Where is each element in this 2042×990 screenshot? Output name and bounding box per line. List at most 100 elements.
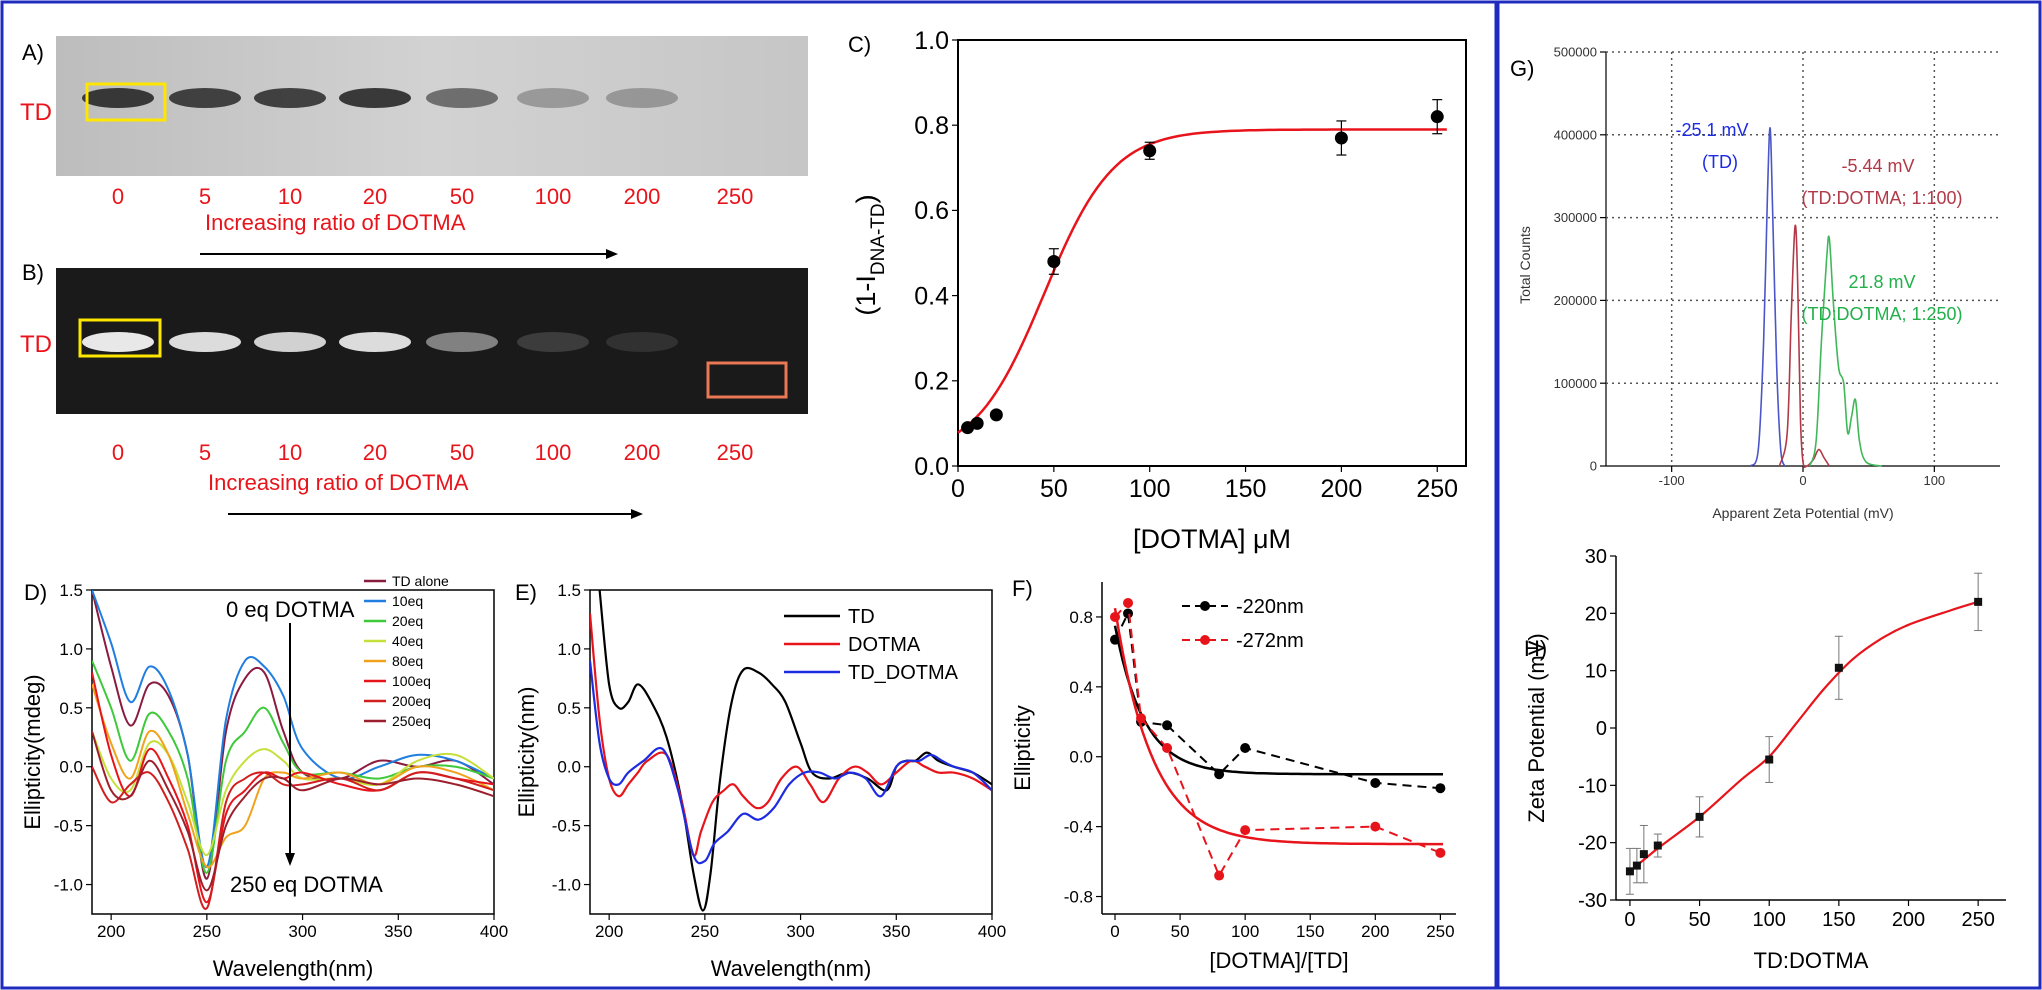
gel-b-arrow-head <box>631 509 643 519</box>
panel-b-letter: B) <box>22 260 44 285</box>
chart-f: 0 50 100 150 200 250 -0.8 -0.4 0.0 0.4 0.8 F) -220nm… <box>1010 576 1456 973</box>
chart-f-point <box>1214 769 1225 780</box>
y-tick-label: 0.8 <box>914 112 949 140</box>
chart-h-point <box>1639 850 1648 859</box>
chart-f-point <box>1136 713 1147 724</box>
chart-f-legend-marker <box>1200 635 1210 645</box>
chart-d-series-line <box>92 731 494 857</box>
chart-d-legend-label: TD alone <box>392 573 449 589</box>
chart-c-fit-curve <box>957 128 1447 434</box>
gel-b-ratio-label: 100 <box>535 440 572 465</box>
chart-g: -100 0 100 0 100000 200000 300000 400000 500000 G… <box>1510 45 2000 521</box>
chart-h-point <box>1625 867 1634 876</box>
x-tick-label: 0 <box>951 475 965 503</box>
chart-d-annotation-bottom: 250 eq DOTMA <box>230 872 383 897</box>
chart-h-x-label: TD:DOTMA <box>1754 948 1869 973</box>
chart-c-point <box>1334 131 1348 145</box>
chart-g-annotation-label: (TD) <box>1702 152 1738 172</box>
chart-d-legend-label: 80eq <box>392 653 423 669</box>
y-tick-label: 0.0 <box>557 758 581 777</box>
gel-b-ratio-label: 250 <box>717 440 754 465</box>
chart-f-point <box>1123 608 1134 619</box>
chart-d-series-line <box>92 590 494 880</box>
chart-h-point <box>1695 812 1704 821</box>
chart-h-y-label: Zeta Potential (mV) <box>1524 633 1549 823</box>
gel-a-ratio-label: 10 <box>278 184 302 209</box>
y-tick-label: 0.5 <box>59 699 83 718</box>
x-tick-label: 100 <box>1923 473 1945 488</box>
chart-d-legend-label: 200eq <box>392 693 431 709</box>
gel-b-ratio-label: 5 <box>199 440 211 465</box>
chart-h-fit-curve <box>1629 600 1979 873</box>
gel-a-image <box>56 36 808 176</box>
chart-e-series-group <box>590 590 992 912</box>
y-tick-label: 400000 <box>1554 127 1597 142</box>
chart-e-y-label: Ellipticity(nm) <box>514 687 539 818</box>
x-tick-label: 250 <box>691 922 719 941</box>
x-tick-label: 50 <box>1171 922 1190 941</box>
x-tick-label: 200 <box>1321 475 1363 503</box>
x-tick-label: 0 <box>1799 473 1806 488</box>
chart-f-x-label: [DOTMA]/[TD] <box>1209 948 1348 973</box>
x-tick-label: 0 <box>1110 922 1119 941</box>
plot-frame <box>957 39 1467 467</box>
gel-a-band <box>254 88 326 108</box>
y-tick-label: -1.0 <box>54 875 83 894</box>
chart-f-legend-label: -220nm <box>1236 596 1304 618</box>
gel-a-ratio-label: 20 <box>363 184 387 209</box>
chart-e-series-line <box>590 613 992 857</box>
chart-d-y-label: Ellipticity(mdeg) <box>20 674 45 829</box>
x-tick-label: 200 <box>595 922 623 941</box>
chart-d-legend-label: 10eq <box>392 593 423 609</box>
chart-d-annotation-top: 0 eq DOTMA <box>226 597 355 622</box>
gel-a-band <box>606 88 678 108</box>
chart-h-point <box>1653 841 1662 850</box>
chart-g-annotation-label: (TD:DOTMA; 1:250) <box>1801 304 1962 324</box>
panel-a-gel: A) TD 0 5 10 20 50 100 200 250 Increasing ratio… <box>20 36 808 259</box>
x-tick-label: 150 <box>1225 475 1267 503</box>
x-tick-label: 400 <box>480 922 508 941</box>
y-tick-label: 0 <box>1590 459 1597 474</box>
chart-e: 200 250 300 350 400 -1.0 -0.5 0.0 0.5 1.0 1.5 E) TD D… <box>514 580 1006 981</box>
gel-b-band <box>82 332 154 352</box>
gel-b-highlight-box <box>78 318 162 358</box>
gel-a-band <box>82 88 154 108</box>
x-tick-label: 300 <box>786 922 814 941</box>
chart-c-point <box>1047 255 1061 269</box>
y-tick-label: 0.0 <box>59 758 83 777</box>
x-tick-label: 100 <box>1753 909 1786 931</box>
y-tick-label: 0.5 <box>557 699 581 718</box>
y-tick-label: 0 <box>1596 718 1607 740</box>
y-tick-label: -0.5 <box>54 817 83 836</box>
x-tick-label: 200 <box>1361 922 1389 941</box>
chart-d-series-line <box>92 590 494 868</box>
chart-c-y-label: (1-IDNA-TD) <box>851 194 889 315</box>
y-tick-label: -30 <box>1578 890 1607 912</box>
y-tick-label: 20 <box>1585 603 1607 625</box>
chart-c-y-label-close: ) <box>851 194 881 203</box>
chart-d-series-group <box>92 590 494 910</box>
left-panel-frame <box>0 0 1498 990</box>
chart-e-legend-label: TD_DOTMA <box>848 662 959 684</box>
x-tick-label: 200 <box>97 922 125 941</box>
y-tick-label: -1.0 <box>552 875 581 894</box>
gel-b-lane-label: TD <box>20 331 52 358</box>
chart-f-y-label: Ellipticity <box>1010 705 1035 791</box>
gel-b-caption: Increasing ratio of DOTMA <box>208 470 469 495</box>
chart-g-annotation-value: -5.44 mV <box>1841 156 1914 176</box>
gel-a-ratio-label: 5 <box>199 184 211 209</box>
chart-g-x-label: Apparent Zeta Potential (mV) <box>1712 505 1893 521</box>
chart-h-point <box>1632 861 1641 870</box>
chart-e-letter: E) <box>515 580 537 605</box>
y-tick-label: 10 <box>1585 661 1607 683</box>
x-tick-label: 400 <box>978 922 1006 941</box>
chart-d-series-line <box>92 766 494 910</box>
panel-b-gel: B) TD 0 5 10 20 50 100 200 250 Increasing ratio… <box>20 260 808 519</box>
x-tick-label: 350 <box>882 922 910 941</box>
chart-e-x-label: Wavelength(nm) <box>711 956 872 981</box>
y-tick-label: 0.0 <box>914 453 949 481</box>
gel-b-ratio-label: 20 <box>363 440 387 465</box>
chart-f-dashed-line <box>1114 610 1441 790</box>
chart-h-point <box>1765 755 1774 764</box>
